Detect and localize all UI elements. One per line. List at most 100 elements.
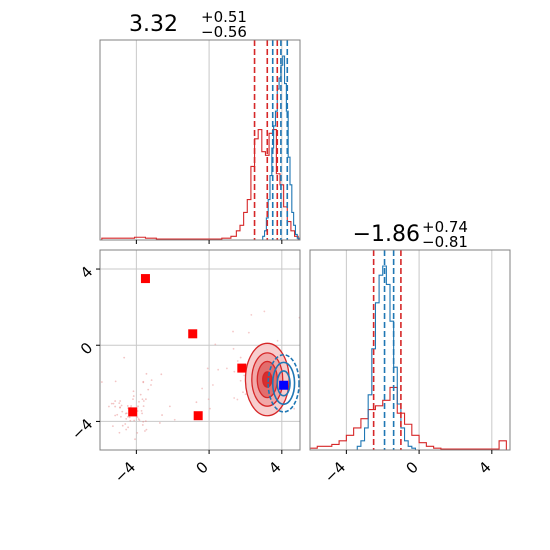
joint-faint-sample <box>145 372 148 375</box>
joint-faint-sample <box>141 424 144 426</box>
joint-x-tick-label: −4 <box>111 458 139 486</box>
joint-faint-sample <box>250 313 253 316</box>
joint-red-marker <box>128 407 138 417</box>
joint-faint-sample <box>316 332 318 334</box>
marginal-param1-panel: 3.32 +0.51 −0.56 <box>99 8 301 244</box>
joint-blue-contour <box>276 370 291 397</box>
joint-faint-sample <box>195 401 198 404</box>
joint-faint-sample <box>263 310 266 313</box>
joint-faint-sample <box>120 404 123 407</box>
marginal-param2-title-plus: +0.74 <box>422 218 468 236</box>
joint-faint-sample <box>121 424 124 427</box>
joint-faint-sample <box>121 410 124 413</box>
joint-x-tick-label: 0 <box>192 458 211 477</box>
marginal-param1-histograms <box>101 55 300 240</box>
joint-faint-sample <box>134 438 136 441</box>
joint-faint-sample <box>209 407 211 410</box>
joint-faint-sample <box>119 400 122 402</box>
joint-faint-sample <box>138 419 141 422</box>
joint-panel: −4 0 4 −4 0 4 <box>68 249 318 486</box>
joint-faint-sample <box>101 381 103 383</box>
joint-faint-sample <box>158 422 161 424</box>
joint-faint-sample <box>150 379 153 382</box>
joint-faint-sample <box>233 370 236 373</box>
joint-faint-sample <box>161 414 163 416</box>
joint-red-contour <box>262 371 273 388</box>
joint-faint-sample <box>232 330 234 333</box>
marginal-param1-ticks <box>135 240 283 244</box>
joint-faint-sample <box>214 343 217 346</box>
joint-faint-sample <box>201 387 204 390</box>
joint-faint-sample <box>136 416 139 419</box>
joint-faint-sample <box>111 425 114 428</box>
joint-faint-sample <box>206 367 209 370</box>
joint-faint-sample <box>141 398 144 401</box>
joint-faint-sample <box>247 331 250 334</box>
joint-faint-sample <box>144 398 147 401</box>
joint-faint-samples <box>101 310 318 441</box>
joint-faint-sample <box>225 367 228 370</box>
joint-blue-contour <box>271 361 296 406</box>
marginal-param2-histograms <box>310 265 507 450</box>
joint-faint-sample <box>144 430 146 432</box>
joint-faint-sample <box>136 431 139 434</box>
joint-faint-sample <box>212 384 214 386</box>
joint-faint-sample <box>141 412 143 415</box>
joint-red-marker <box>193 411 203 421</box>
marginal-param2-title: −1.86 <box>353 222 420 247</box>
joint-faint-sample <box>244 393 247 396</box>
joint-faint-sample <box>242 391 244 394</box>
joint-faint-sample <box>293 407 296 410</box>
marginal-param1-title-plus: +0.51 <box>201 8 247 26</box>
joint-faint-sample <box>116 413 119 416</box>
joint-faint-sample <box>160 373 163 376</box>
marginal-param1-title-minus: −0.56 <box>201 23 247 41</box>
joint-faint-sample <box>124 412 127 415</box>
joint-faint-sample <box>142 380 145 383</box>
joint-faint-sample <box>114 380 117 383</box>
joint-faint-sample <box>239 379 242 382</box>
marginal-param1-quantile-lines <box>253 40 289 240</box>
marginal-param1-red-histogram-step <box>101 129 299 240</box>
joint-faint-sample <box>110 402 113 405</box>
joint-faint-sample <box>118 431 121 434</box>
joint-y-tick-label: −4 <box>68 415 96 443</box>
joint-faint-sample <box>125 417 128 420</box>
joint-faint-sample <box>124 423 127 425</box>
joint-faint-sample <box>120 415 122 418</box>
marginal-param2-tick-label: 0 <box>402 458 421 477</box>
marginal-param1-title: 3.32 <box>129 12 178 37</box>
joint-faint-sample <box>137 405 139 408</box>
joint-y-tick-label: 0 <box>77 339 96 358</box>
joint-faint-sample <box>217 368 220 371</box>
joint-faint-sample <box>276 339 279 342</box>
joint-faint-sample <box>239 356 242 359</box>
joint-faint-sample <box>125 428 128 431</box>
joint-faint-sample <box>168 405 171 408</box>
marginal-param2-ticks: −4 0 4 <box>321 450 495 486</box>
marginal-param1-frame <box>99 39 301 241</box>
marginal-param2-panel: −4 0 4 −1.86 +0.74 −0.81 <box>309 218 511 486</box>
joint-faint-sample <box>114 400 117 402</box>
joint-faint-sample <box>145 428 148 431</box>
joint-red-marker <box>140 274 150 284</box>
marginal-param2-tick-label: 4 <box>475 458 494 477</box>
marginal-param2-blue-histogram-step <box>356 265 417 450</box>
marginal-param2-tick-label: −4 <box>321 458 349 486</box>
joint-faint-sample <box>123 356 126 359</box>
joint-red-marker <box>237 363 247 373</box>
joint-contours <box>244 342 300 417</box>
joint-faint-sample <box>138 400 140 403</box>
joint-blue-contour <box>267 353 300 413</box>
joint-markers <box>128 274 289 421</box>
marginal-param2-title-minus: −0.81 <box>422 233 468 251</box>
marginal-param2-quantile-lines <box>372 250 402 450</box>
joint-faint-sample <box>126 405 129 407</box>
joint-faint-sample <box>108 405 110 408</box>
joint-faint-sample <box>118 402 121 405</box>
joint-faint-sample <box>243 374 246 377</box>
joint-faint-sample <box>236 398 239 401</box>
joint-faint-sample <box>142 405 145 408</box>
joint-faint-sample <box>114 414 117 417</box>
